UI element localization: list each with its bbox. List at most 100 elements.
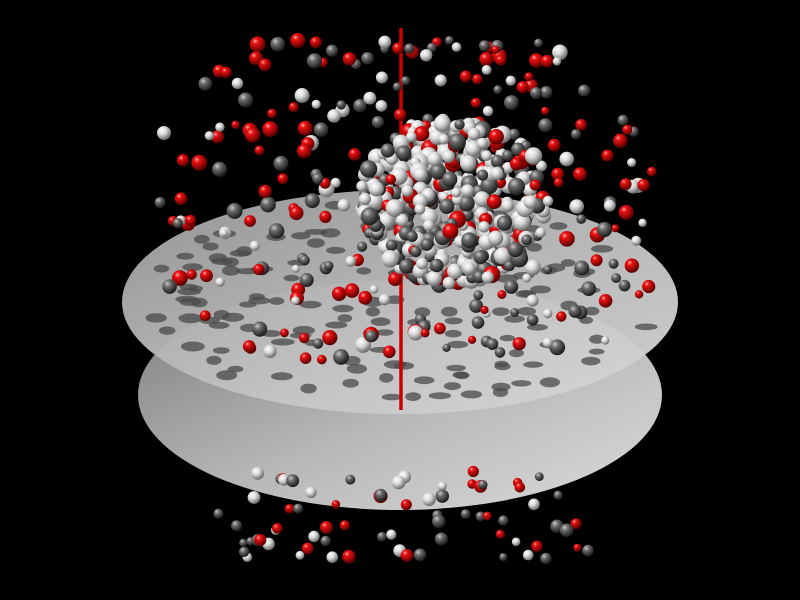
protein-atom-sphere — [401, 184, 414, 197]
atom-shadow — [221, 312, 245, 322]
atom-sphere — [262, 121, 279, 137]
atom-sphere — [299, 255, 310, 266]
atom-sphere — [312, 172, 324, 185]
atom-sphere — [273, 155, 289, 171]
atom-sphere — [325, 44, 339, 57]
protein-atom-sphere — [442, 171, 458, 188]
atom-shadow — [446, 364, 466, 372]
atom-shadow — [634, 323, 658, 331]
atom-shadow — [227, 365, 244, 373]
atom-shadow — [444, 317, 463, 325]
atom-sphere — [365, 330, 378, 343]
atom-sphere — [383, 345, 396, 359]
atom-sphere — [611, 273, 621, 283]
protein-atom-sphere — [529, 179, 541, 191]
atom-shadow — [180, 341, 205, 352]
atom-sphere — [470, 97, 481, 108]
atom-sphere — [268, 223, 285, 239]
atom-sphere — [582, 544, 594, 557]
atom-sphere — [313, 122, 329, 137]
atom-sphere — [472, 74, 483, 85]
protein-atom-sphere — [501, 199, 515, 213]
atom-sphere — [603, 199, 616, 212]
atom-sphere — [392, 82, 402, 92]
atom-sphere — [375, 71, 388, 84]
atom-sphere — [290, 32, 306, 48]
protein-atom-sphere — [380, 143, 395, 158]
protein-atom-sphere — [460, 155, 477, 172]
protein-atom-sphere — [429, 163, 447, 180]
atom-sphere — [215, 277, 225, 287]
atom-sphere — [363, 91, 377, 105]
atom-sphere — [608, 258, 619, 269]
atom-sphere — [590, 254, 603, 267]
atom-sphere — [480, 305, 489, 315]
atom-sphere — [596, 221, 613, 238]
protein-atom-sphere — [461, 232, 478, 249]
atom-sphere — [642, 279, 656, 294]
atom-sphere — [497, 290, 507, 299]
protein-atom-sphere — [524, 147, 543, 165]
atom-sphere — [319, 210, 332, 223]
atom-sphere — [512, 337, 526, 351]
atom-sphere — [556, 311, 567, 322]
atom-sphere — [459, 70, 472, 83]
protein-atom-sphere — [358, 192, 371, 205]
atom-sphere — [371, 116, 384, 129]
atom-sphere — [559, 231, 575, 247]
atom-sphere — [324, 261, 334, 271]
atom-shadow — [530, 285, 551, 294]
atom-sphere — [184, 214, 196, 227]
atom-sphere — [272, 523, 283, 534]
atom-sphere — [298, 332, 310, 344]
atom-sphere — [552, 57, 562, 66]
atom-sphere — [357, 241, 368, 252]
atom-sphere — [277, 173, 289, 185]
atom-sphere — [503, 95, 519, 111]
atom-sphere — [358, 290, 373, 305]
protein-atom-sphere — [486, 194, 502, 210]
atom-sphere — [442, 343, 451, 352]
atom-sphere — [252, 321, 268, 337]
protein-atom-sphere — [385, 174, 396, 185]
protein-atom-sphere — [420, 238, 434, 251]
atom-shadow — [270, 338, 295, 346]
protein-atom-sphere — [494, 247, 511, 265]
protein-atom-sphere — [448, 133, 466, 151]
atom-sphere — [618, 279, 631, 292]
atom-sphere — [576, 214, 587, 224]
atom-sphere — [420, 49, 433, 62]
atom-sphere — [498, 515, 509, 526]
atom-sphere — [481, 65, 492, 75]
atom-sphere — [420, 328, 430, 338]
atom-shadow — [441, 306, 458, 317]
atom-shadow — [589, 334, 605, 344]
atom-shadow — [517, 307, 537, 316]
atom-sphere — [198, 76, 213, 91]
atom-sphere — [391, 475, 406, 490]
atom-sphere — [468, 335, 477, 344]
atom-sphere — [553, 177, 564, 188]
atom-sphere — [326, 551, 339, 563]
atom-sphere — [211, 130, 224, 144]
atom-shadow — [523, 361, 544, 368]
atom-sphere — [319, 521, 333, 534]
atom-sphere — [617, 114, 629, 126]
atom-sphere — [162, 279, 177, 294]
atom-sphere — [510, 308, 520, 317]
atom-sphere — [305, 486, 317, 498]
atom-sphere — [622, 124, 633, 135]
protein-atom-sphere — [509, 157, 524, 171]
atom-shadow — [208, 253, 228, 263]
atom-sphere — [263, 344, 277, 358]
atom-sphere — [471, 316, 485, 329]
atom-sphere — [251, 466, 264, 480]
atom-sphere — [495, 54, 507, 66]
atom-sphere — [473, 290, 484, 301]
atom-sphere — [445, 36, 454, 45]
atom-sphere — [522, 549, 534, 561]
atom-shadow — [300, 383, 317, 394]
atom-shadow — [413, 376, 435, 385]
atom-sphere — [538, 118, 553, 133]
